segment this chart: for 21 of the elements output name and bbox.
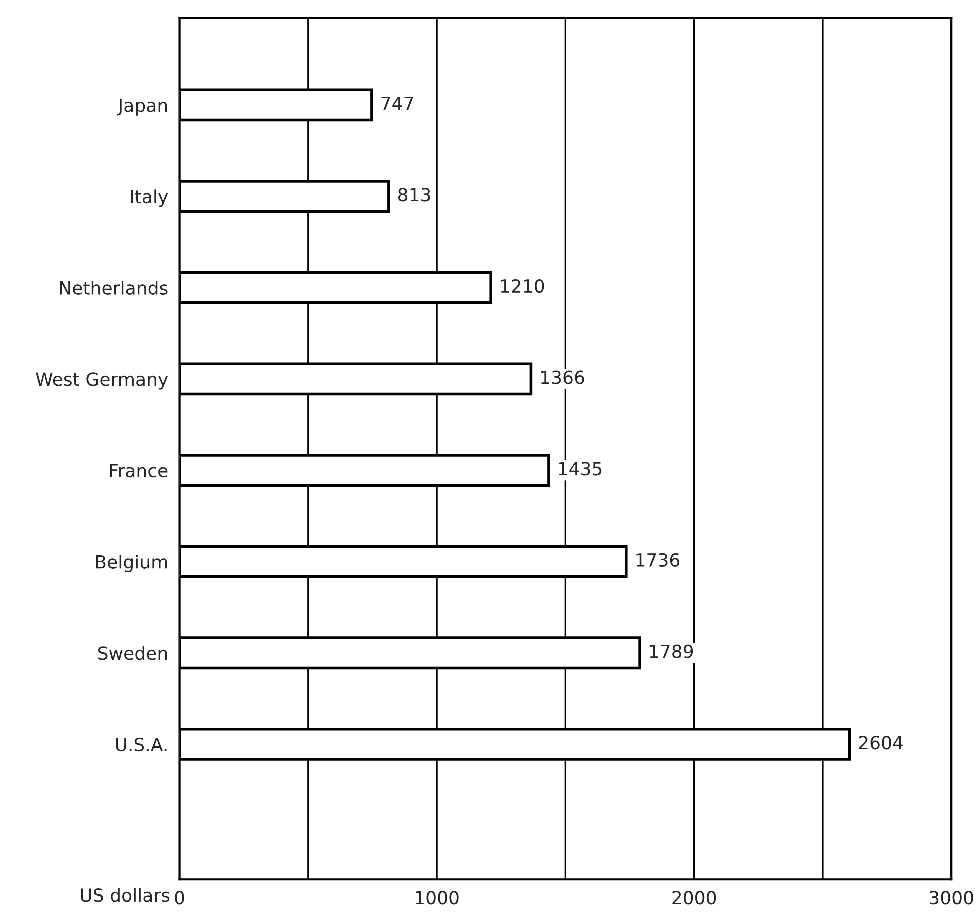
data-label: 1366 xyxy=(542,370,584,384)
y-tick-label: West Germany xyxy=(36,372,168,390)
x-tick-label: 1000 xyxy=(416,891,459,905)
data-label: 813 xyxy=(398,188,430,202)
y-tick-label: Italy xyxy=(131,190,168,208)
data-label: 1736 xyxy=(636,553,680,568)
x-tick-label: 0 xyxy=(175,891,184,905)
data-label: 1435 xyxy=(559,462,602,476)
y-tick-label: Sweden xyxy=(98,646,168,660)
y-tick-label: U.S.A. xyxy=(116,738,167,752)
y-tick-label: Belgium xyxy=(96,554,168,572)
data-label: 2604 xyxy=(859,736,903,750)
x-tick-label: 3000 xyxy=(930,891,974,905)
data-label: 1789 xyxy=(650,644,694,658)
x-axis-title: US dollars xyxy=(81,888,170,902)
data-label: 1210 xyxy=(501,279,544,294)
y-tick-label: Netherlands xyxy=(60,281,168,295)
x-tick-label: 2000 xyxy=(672,891,716,905)
y-tick-label: France xyxy=(110,464,168,478)
y-tick-label: Japan xyxy=(117,98,168,116)
data-label: 747 xyxy=(382,97,414,110)
